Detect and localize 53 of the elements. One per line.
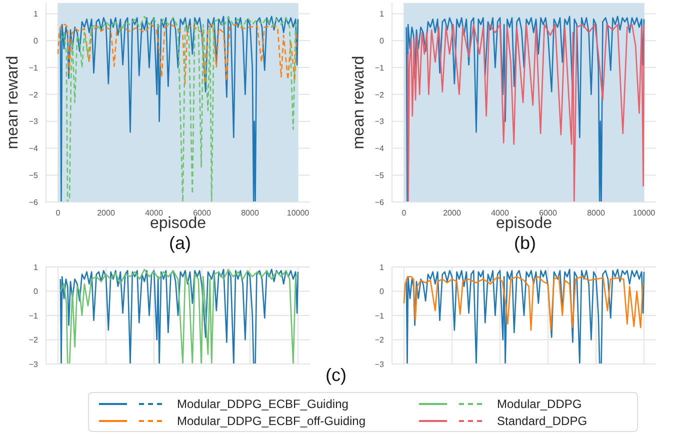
y-tick-label: −4 bbox=[374, 144, 385, 154]
y-tick-label: −2 bbox=[374, 90, 385, 100]
y-tick-label: −2 bbox=[28, 90, 39, 100]
y-tick-label: −1 bbox=[374, 63, 385, 72]
y-tick-label: −3 bbox=[28, 117, 39, 126]
y-tick-label: 0 bbox=[380, 36, 385, 46]
y-axis-title: mean reward bbox=[350, 56, 368, 150]
legend-label: Modular_DDPG_ECBF_off-Guiding bbox=[177, 414, 366, 428]
y-tick-label: 0 bbox=[380, 287, 385, 296]
y-tick-label: −2 bbox=[28, 336, 39, 345]
legend-label: Standard_DDPG bbox=[497, 414, 588, 428]
x-axis-title: episode bbox=[496, 215, 552, 232]
y-tick-label: −5 bbox=[28, 170, 39, 180]
y-axis-title: mean reward bbox=[4, 56, 22, 150]
y-tick-label: −3 bbox=[374, 360, 385, 369]
line-series bbox=[60, 268, 299, 364]
line-series bbox=[403, 276, 645, 331]
y-tick-label: −1 bbox=[374, 311, 385, 320]
x-tick-label: 8000 bbox=[587, 208, 606, 218]
x-axis-title: episode bbox=[150, 215, 206, 232]
y-tick-label: 1 bbox=[34, 262, 39, 272]
x-tick-label: 2000 bbox=[97, 208, 116, 218]
line-series bbox=[406, 268, 645, 364]
x-tick-label: 10000 bbox=[632, 208, 656, 218]
legend-label: Modular_DDPG_ECBF_Guiding bbox=[177, 396, 348, 410]
y-tick-label: 1 bbox=[380, 262, 385, 272]
y-tick-label: 1 bbox=[34, 10, 39, 19]
x-tick-label: 0 bbox=[56, 208, 61, 218]
y-tick-label: −1 bbox=[28, 63, 39, 72]
legend-label: Modular_DDPG bbox=[497, 396, 582, 410]
line-series bbox=[57, 24, 299, 84]
x-tick-label: 4000 bbox=[145, 208, 164, 218]
x-tick-label: 6000 bbox=[193, 208, 212, 218]
text: (a) bbox=[168, 233, 192, 254]
y-tick-label: −3 bbox=[374, 117, 385, 126]
y-tick-label: −2 bbox=[374, 336, 385, 345]
text: (c) bbox=[324, 365, 348, 386]
x-tick-label: 0 bbox=[402, 208, 407, 218]
y-tick-label: −6 bbox=[374, 198, 385, 207]
y-tick-label: 0 bbox=[34, 287, 39, 296]
x-tick-label: 10000 bbox=[286, 208, 310, 218]
y-tick-label: −6 bbox=[28, 198, 39, 207]
x-tick-label: 8000 bbox=[241, 208, 260, 218]
x-tick-label: 2000 bbox=[443, 208, 462, 218]
y-tick-label: −1 bbox=[28, 311, 39, 320]
y-tick-label: 1 bbox=[380, 10, 385, 19]
y-tick-label: −3 bbox=[28, 360, 39, 369]
y-tick-label: −5 bbox=[374, 170, 385, 180]
text: (b) bbox=[513, 233, 537, 254]
x-tick-label: 6000 bbox=[539, 208, 558, 218]
x-tick-label: 4000 bbox=[491, 208, 510, 218]
y-tick-label: 0 bbox=[34, 36, 39, 46]
y-tick-label: −4 bbox=[28, 144, 39, 154]
